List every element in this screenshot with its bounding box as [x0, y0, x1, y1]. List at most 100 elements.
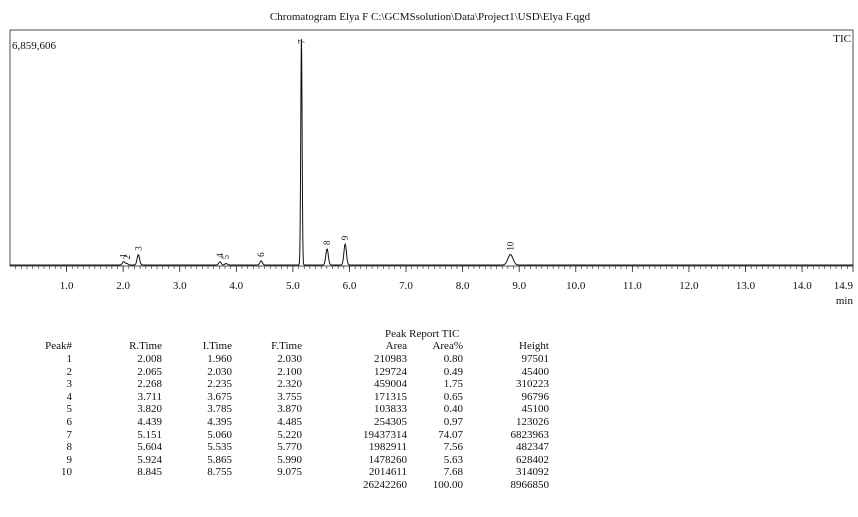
- table-cell: 6823963: [510, 428, 550, 441]
- table-cell: 5.924: [137, 453, 162, 466]
- table-cell: 0.49: [443, 365, 463, 378]
- chart-title: Chromatogram Elya F C:\GCMSsolution\Data…: [270, 11, 591, 23]
- table-row: 8 5.604 5.535 5.770 1982911 7.56 482347: [22, 441, 550, 454]
- table-cell: 45400: [521, 365, 550, 378]
- table-cell: 4.485: [277, 415, 302, 428]
- x-tick-label: 1.0: [60, 280, 74, 292]
- table-cell: 5.990: [277, 453, 302, 466]
- x-tick-label: 9.0: [512, 280, 526, 292]
- col-header-peak: Peak#: [45, 340, 72, 352]
- table-cell: 0.97: [443, 415, 463, 428]
- peak-label: 1: [119, 253, 129, 258]
- table-cell: 1.75: [443, 378, 463, 391]
- table-cell: 2.100: [277, 365, 302, 378]
- col-header-height: Height: [519, 340, 549, 352]
- table-row: 6 4.439 4.395 4.485 254305 0.97 123026: [22, 415, 550, 429]
- table-cell: 6: [66, 415, 73, 428]
- table-cell: 2.235: [207, 378, 232, 391]
- table-cell: [72, 479, 162, 492]
- peak-label: 9: [340, 235, 350, 240]
- table-cell: 5.060: [207, 428, 232, 441]
- table-cell: 2.320: [277, 378, 302, 391]
- table-cell: 45100: [521, 403, 550, 416]
- peak-label: 7: [296, 39, 306, 44]
- x-axis-label: min: [836, 295, 854, 307]
- table-cell: 0.40: [443, 403, 463, 416]
- table-cell: 5.865: [207, 453, 232, 466]
- table-cell: 8.845: [137, 466, 162, 479]
- table-row: 7 5.151 5.060 5.220 19437314 74.07 6823963: [22, 428, 550, 442]
- x-tick-label: 5.0: [286, 280, 300, 292]
- peak-table: Peak# R.Time I.Time F.Time Area Area% He…: [22, 340, 549, 492]
- x-tick-label: 2.0: [116, 280, 130, 292]
- x-tick-label: 4.0: [229, 280, 243, 292]
- table-cell: 5.604: [137, 441, 162, 454]
- table-cell: 628402: [516, 453, 549, 466]
- table-cell: 4: [66, 390, 73, 403]
- x-tick-label: 3.0: [173, 280, 187, 292]
- table-cell: 3.870: [277, 403, 302, 416]
- x-tick-label: 8.0: [456, 280, 470, 292]
- table-cell: 10: [61, 466, 72, 479]
- x-tick-label: 13.0: [736, 280, 756, 292]
- x-tick-label: 6.0: [343, 280, 357, 292]
- table-cell: 5.220: [277, 428, 302, 441]
- table-cell: 129724: [374, 365, 407, 378]
- table-cell: 2: [66, 365, 73, 378]
- col-header-rtime: R.Time: [129, 340, 162, 352]
- table-row: 1 2.008 1.960 2.030 210983 0.80 97501: [22, 353, 550, 366]
- table-row: 3 2.268 2.235 2.320 459004 1.75 310223: [22, 378, 550, 391]
- table-cell: 97501: [521, 353, 550, 365]
- table-cell: 2.030: [207, 365, 232, 378]
- table-cell: 1982911: [368, 441, 407, 454]
- plot-frame: [9, 29, 854, 267]
- table-cell: 2.008: [137, 353, 162, 365]
- table-cell: 5.151: [137, 428, 162, 441]
- y-max-label: 6,859,606: [12, 40, 57, 52]
- x-tick-label: 7.0: [399, 280, 413, 292]
- table-cell: 103833: [374, 403, 407, 416]
- table-cell: 1: [66, 353, 73, 365]
- table-cell: 4.439: [137, 415, 162, 428]
- table-cell: 2.268: [137, 378, 162, 391]
- table-cell: 482347: [516, 441, 549, 454]
- table-cell: 171315: [374, 390, 407, 403]
- x-tick-label: 14.9: [834, 280, 854, 292]
- x-minor-ticks: [15, 266, 854, 269]
- peak-label: 2: [122, 255, 132, 260]
- table-cell: 1478260: [368, 453, 408, 466]
- table-cell: 310223: [516, 378, 549, 391]
- table-cell: [162, 479, 232, 492]
- table-row: 4 3.711 3.675 3.755 171315 0.65 96796: [22, 390, 550, 404]
- signal-label: TIC: [833, 33, 851, 45]
- table-cell: 26242260: [363, 478, 407, 491]
- tic-trace: [10, 38, 853, 266]
- table-cell: 8.755: [207, 466, 232, 479]
- table-cell: 1.960: [207, 353, 232, 365]
- table-cell: 74.07: [438, 428, 463, 441]
- table-cell: 19437314: [363, 428, 407, 441]
- table-cell: 3.785: [207, 403, 232, 416]
- peak-table-header: Peak# R.Time I.Time F.Time Area Area% He…: [22, 340, 549, 353]
- table-cell: 9: [66, 453, 73, 466]
- table-cell: 254305: [374, 415, 407, 428]
- table-cell: 3.820: [137, 403, 162, 416]
- col-header-itime: I.Time: [202, 340, 232, 352]
- table-cell: 7.56: [443, 441, 463, 454]
- peak-label: 8: [322, 240, 332, 245]
- table-cell: 4.395: [207, 415, 232, 428]
- peak-labels: 123 45 6 7 8 9 10: [119, 39, 516, 260]
- peak-label: 4: [215, 253, 225, 258]
- peak-report: Peak Report TIC Peak# R.Time I.Time F.Ti…: [0, 324, 858, 514]
- table-cell: 2.030: [277, 353, 302, 365]
- table-cell: 5: [66, 403, 73, 416]
- table-cell: 0.80: [443, 353, 463, 365]
- peak-label: 6: [256, 252, 266, 257]
- x-tick-labels: 1.0 2.0 3.0 4.0 5.0 6.0 7.0 8.0 9.0 10.0 11.0 12.0 1…: [60, 280, 854, 292]
- table-cell: 3.755: [277, 390, 302, 403]
- x-major-ticks: [66, 266, 854, 272]
- table-cell: 9.075: [277, 466, 302, 479]
- table-cell: 459004: [374, 378, 407, 391]
- x-tick-label: 10.0: [566, 280, 586, 292]
- x-tick-label: 11.0: [623, 280, 642, 292]
